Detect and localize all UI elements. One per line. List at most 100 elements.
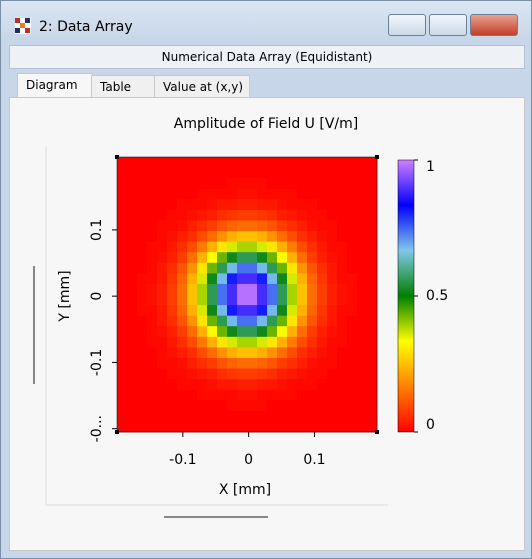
heatmap-cell (117, 305, 128, 317)
heatmap-cell (147, 167, 158, 179)
tab[interactable]: Value at (x,y) (154, 75, 250, 97)
heatmap-cell (197, 294, 208, 306)
heatmap-cell (327, 357, 338, 369)
heatmap-cell (157, 368, 168, 380)
heatmap-cell (137, 283, 148, 295)
heatmap-cell (147, 368, 158, 380)
heatmap-cell (357, 167, 368, 179)
corner-marker (115, 430, 119, 434)
heatmap-cell (117, 368, 128, 380)
heatmap-cell (337, 347, 348, 359)
heatmap-cell (367, 410, 378, 422)
heatmap-cell (287, 209, 298, 221)
heatmap-cell (267, 157, 278, 168)
corner-marker (375, 155, 379, 159)
header: Numerical Data Array (Equidistant) (9, 45, 525, 69)
tab[interactable]: Table (91, 75, 155, 97)
heatmap-cell (367, 294, 378, 306)
heatmap-cell (147, 400, 158, 412)
heatmap-cell (147, 379, 158, 391)
heatmap-cell (297, 262, 308, 274)
heatmap-cell (227, 368, 238, 380)
tab-strip: Diagram Table Value at (x,y) (9, 73, 525, 97)
heatmap-cell (357, 283, 368, 295)
close-button[interactable] (470, 14, 518, 36)
maximize-button[interactable] (429, 14, 467, 36)
heatmap-cell (367, 421, 378, 433)
heatmap-cell (267, 231, 278, 243)
heatmap-cell (307, 421, 318, 433)
heatmap-cell (297, 357, 308, 369)
heatmap-cell (307, 167, 318, 179)
heatmap-cell (207, 294, 218, 306)
heatmap-cell (187, 273, 198, 285)
heatmap-cell (287, 283, 298, 295)
heatmap-cell (127, 410, 138, 422)
heatmap-cell (347, 379, 358, 391)
heatmap-cell (327, 241, 338, 253)
tab[interactable]: Diagram (17, 73, 93, 97)
heatmap-cell (187, 389, 198, 401)
heatmap-cell (127, 157, 138, 168)
heatmap-cell (257, 220, 268, 232)
heatmap-cell (367, 315, 378, 327)
heatmap-cell (247, 379, 258, 391)
heatmap-cell (237, 252, 248, 264)
y-tick-label: -0... (89, 415, 105, 442)
heatmap-cell (147, 252, 158, 264)
heatmap-cell (287, 294, 298, 306)
heatmap-cell (357, 220, 368, 232)
heatmap-cell (207, 347, 218, 359)
heatmap-cell (127, 262, 138, 274)
heatmap-cell (167, 241, 178, 253)
heatmap-cell (167, 209, 178, 221)
heatmap-cell (327, 336, 338, 348)
heatmap-cell (117, 241, 128, 253)
heatmap-cell (317, 305, 328, 317)
heatmap-cell (347, 262, 358, 274)
heatmap-cell (247, 241, 258, 253)
heatmap-cell (137, 167, 148, 179)
heatmap-cell (307, 220, 318, 232)
heatmap-cell (127, 315, 138, 327)
heatmap-cell (177, 357, 188, 369)
heatmap-cell (117, 326, 128, 338)
heatmap-cell (117, 178, 128, 190)
heatmap-cell (157, 379, 168, 391)
heatmap-cell (227, 347, 238, 359)
heatmap-cell (227, 326, 238, 338)
heatmap-cell (187, 262, 198, 274)
heatmap-cell (357, 178, 368, 190)
heatmap-cell (257, 273, 268, 285)
heatmap-cell (327, 379, 338, 391)
heatmap-cell (247, 273, 258, 285)
heatmap-cell (277, 283, 288, 295)
heatmap-cell (317, 273, 328, 285)
heatmap-cell (277, 199, 288, 211)
heatmap-cell (337, 357, 348, 369)
heatmap-cell (327, 283, 338, 295)
minimize-button[interactable] (388, 14, 426, 36)
heatmap-cell (297, 178, 308, 190)
heatmap-cell (157, 252, 168, 264)
heatmap-cell (287, 357, 298, 369)
heatmap-cell (307, 188, 318, 200)
heatmap-cell (227, 379, 238, 391)
heatmap-cell (327, 347, 338, 359)
heatmap-cell (257, 410, 268, 422)
heatmap-cell (147, 178, 158, 190)
heatmap-cell (257, 188, 268, 200)
heatmap-cell (117, 283, 128, 295)
heatmap-cell (327, 410, 338, 422)
heatmap-cell (177, 283, 188, 295)
heatmap-cell (307, 368, 318, 380)
heatmap-cell (167, 379, 178, 391)
heatmap-cell (347, 209, 358, 221)
heatmap-cell (257, 294, 268, 306)
heatmap-cell (317, 389, 328, 401)
heatmap-cell (367, 178, 378, 190)
heatmap-cell (227, 315, 238, 327)
heatmap-cell (207, 252, 218, 264)
heatmap-cell (347, 252, 358, 264)
heatmap-cell (267, 262, 278, 274)
